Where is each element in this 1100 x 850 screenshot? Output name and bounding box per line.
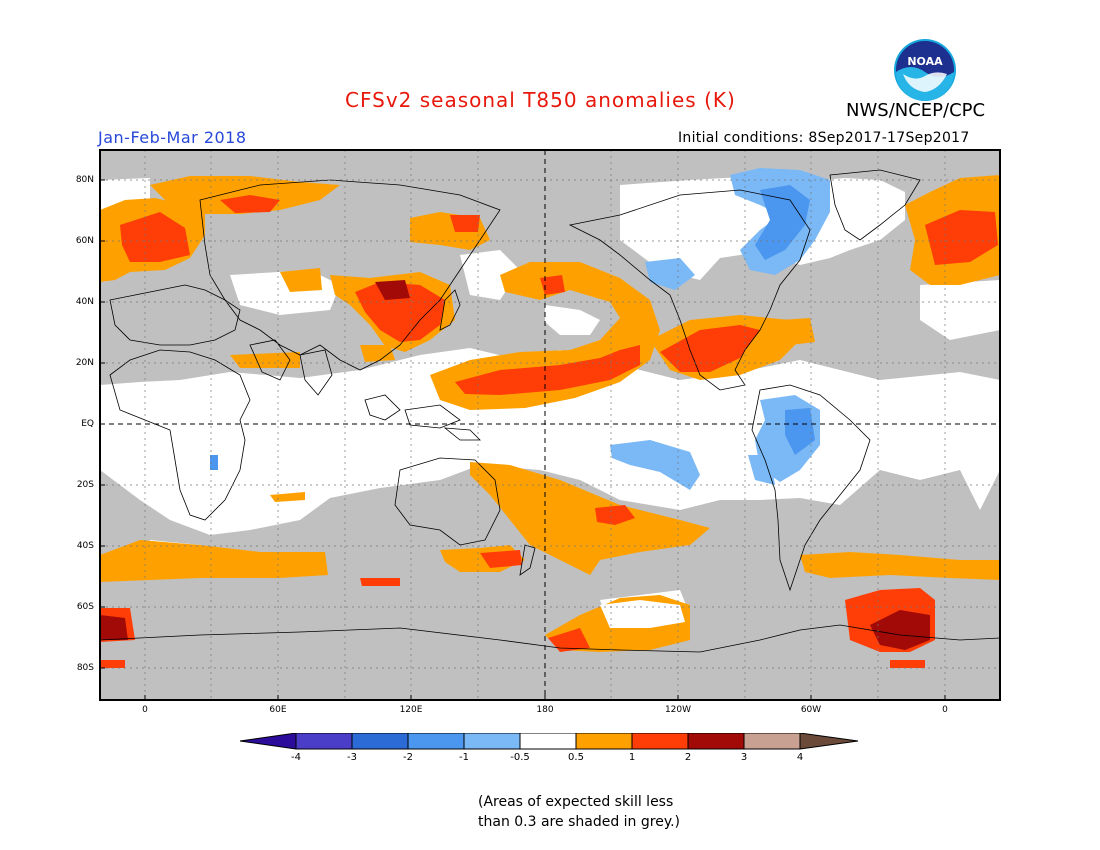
- colorbar-segment: [576, 733, 632, 749]
- noaa-logo: NOAA: [894, 39, 956, 101]
- lon-tick-label: 180: [536, 705, 554, 715]
- lon-tick-label: 0: [142, 705, 148, 715]
- colorbar-segment: [408, 733, 464, 749]
- graticule: [100, 150, 1000, 700]
- colorbar-tick-label: -3: [347, 752, 357, 763]
- initial-conditions: Initial conditions: 8Sep2017-17Sep2017: [678, 130, 970, 146]
- colorbar-segment: [464, 733, 520, 749]
- lat-tick-label: 80S: [76, 663, 94, 673]
- anomaly-shading: [100, 150, 1000, 700]
- colorbar-tick-label: 1: [628, 752, 636, 763]
- lat-tick-label: 80N: [75, 175, 94, 185]
- colorbar: [239, 733, 859, 750]
- lat-tick-label: 20N: [75, 358, 94, 368]
- skill-footnote: (Areas of expected skill less than 0.3 a…: [478, 792, 680, 832]
- colorbar-tick-label: 2: [684, 752, 692, 763]
- colorbar-segment: [352, 733, 408, 749]
- footnote-line-2: than 0.3 are shaded in grey.): [478, 814, 681, 830]
- lon-tick-label: 60W: [800, 705, 822, 715]
- map-frame: [99, 149, 1001, 701]
- colorbar-tick-label: -2: [403, 752, 413, 763]
- reference-lines: [100, 150, 1000, 700]
- colorbar-tick-label: -1: [459, 752, 469, 763]
- lat-tick-label: 40S: [76, 541, 94, 551]
- lon-tick-label: 60E: [269, 705, 287, 715]
- org-label: NWS/NCEP/CPC: [846, 100, 986, 121]
- lat-tick-label: 60S: [76, 602, 94, 612]
- forecast-period: Jan-Feb-Mar 2018: [98, 128, 247, 147]
- noaa-logo-text: NOAA: [907, 55, 943, 68]
- colorbar-tick-label: 4: [796, 752, 804, 763]
- lon-tick-label: 0: [942, 705, 948, 715]
- coastlines: [100, 169, 1000, 653]
- colorbar-segment: [744, 733, 800, 749]
- colorbar-segment: [520, 733, 576, 749]
- colorbar-segment: [296, 733, 352, 749]
- map-title: CFSv2 seasonal T850 anomalies (K): [345, 88, 736, 112]
- lat-tick-label: 40N: [75, 297, 94, 307]
- colorbar-tick-label: -0.5: [510, 752, 530, 763]
- colorbar-arrow-low: [240, 733, 296, 749]
- frame-ticks: [100, 179, 946, 700]
- colorbar-tick-label: -4: [291, 752, 301, 763]
- footnote-line-1: (Areas of expected skill less: [478, 794, 674, 810]
- colorbar-tick-label: 3: [740, 752, 748, 763]
- colorbar-segment: [632, 733, 688, 749]
- lat-tick-label: EQ: [81, 419, 94, 429]
- colorbar-arrow-high: [800, 733, 858, 749]
- lon-tick-label: 120W: [664, 705, 692, 715]
- colorbar-tick-label: 0.5: [568, 752, 584, 763]
- colorbar-segment: [688, 733, 744, 749]
- lat-tick-label: 20S: [76, 480, 94, 490]
- lon-tick-label: 120E: [399, 705, 423, 715]
- lat-tick-label: 60N: [75, 236, 94, 246]
